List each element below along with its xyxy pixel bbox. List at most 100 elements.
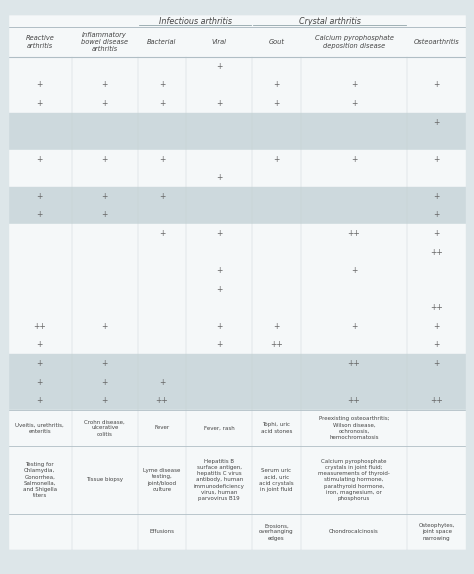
Bar — [8, 113, 466, 131]
Text: Osteophytes,
joint space
narrowing: Osteophytes, joint space narrowing — [419, 523, 455, 541]
Text: +: + — [36, 396, 43, 405]
Text: ++: ++ — [430, 396, 443, 405]
Text: ++: ++ — [430, 247, 443, 257]
Text: +: + — [434, 192, 440, 201]
Text: +: + — [273, 154, 280, 164]
Bar — [8, 57, 466, 76]
Text: Crohn disease,
ulcerative
colitis: Crohn disease, ulcerative colitis — [84, 419, 125, 437]
Text: Testing for
Chlamydia,
Gonorrhea,
Salmonella,
and Shigella
titers: Testing for Chlamydia, Gonorrhea, Salmon… — [23, 462, 57, 498]
Bar — [0, 0, 8, 574]
Text: +: + — [351, 322, 357, 331]
Text: +: + — [273, 99, 280, 108]
Text: Uveitis, urethritis,
enteritis: Uveitis, urethritis, enteritis — [16, 422, 64, 433]
Text: Tissue biopsy: Tissue biopsy — [86, 478, 123, 483]
Text: +: + — [101, 192, 108, 201]
Text: +: + — [159, 154, 165, 164]
Text: +: + — [273, 80, 280, 90]
Bar — [8, 391, 466, 410]
Text: +: + — [101, 80, 108, 90]
Bar — [8, 150, 466, 169]
Text: ++: ++ — [347, 229, 360, 238]
Bar — [8, 280, 466, 298]
Bar — [8, 261, 466, 280]
Text: Crystal arthritis: Crystal arthritis — [299, 17, 361, 26]
Text: ++: ++ — [347, 359, 360, 368]
Text: Fever, rash: Fever, rash — [204, 425, 235, 430]
Bar — [8, 224, 466, 243]
Text: +: + — [351, 99, 357, 108]
Text: +: + — [36, 340, 43, 350]
Text: +: + — [101, 396, 108, 405]
Text: ++: ++ — [430, 303, 443, 312]
Text: Calcium pyrophosphate
crystals in joint fluid;
measurements of thyroid-
stimulat: Calcium pyrophosphate crystals in joint … — [318, 459, 390, 501]
Text: +: + — [216, 99, 222, 108]
Text: +: + — [101, 99, 108, 108]
Text: +: + — [159, 229, 165, 238]
Text: +: + — [434, 80, 440, 90]
Text: Infectious arthritis: Infectious arthritis — [158, 17, 231, 26]
Text: +: + — [101, 378, 108, 387]
Text: Hepatitis B
surface antigen,
hepatitis C virus
antibody, human
immunodeficiency
: Hepatitis B surface antigen, hepatitis C… — [194, 459, 245, 501]
Bar — [8, 373, 466, 391]
Bar — [8, 354, 466, 373]
Bar — [8, 410, 466, 446]
Text: +: + — [434, 154, 440, 164]
Text: +: + — [434, 340, 440, 350]
Text: +: + — [216, 322, 222, 331]
Bar — [8, 317, 466, 336]
Bar — [8, 14, 466, 27]
Text: +: + — [159, 99, 165, 108]
Text: Reactive
arthritis: Reactive arthritis — [26, 36, 54, 49]
Text: +: + — [36, 378, 43, 387]
Text: Bacterial: Bacterial — [147, 39, 177, 45]
Bar — [8, 205, 466, 224]
Text: +: + — [351, 266, 357, 275]
Bar — [8, 131, 466, 150]
Text: +: + — [216, 62, 222, 71]
Text: +: + — [101, 154, 108, 164]
Text: +: + — [101, 359, 108, 368]
Text: +: + — [36, 80, 43, 90]
Bar — [466, 0, 474, 574]
Bar — [8, 76, 466, 94]
Bar — [0, 0, 474, 14]
Text: +: + — [36, 99, 43, 108]
Text: +: + — [216, 266, 222, 275]
Bar — [8, 446, 466, 514]
Text: +: + — [101, 322, 108, 331]
Bar — [8, 187, 466, 205]
Text: +: + — [434, 229, 440, 238]
Text: Lyme disease
testing,
joint/blood
culture: Lyme disease testing, joint/blood cultur… — [143, 468, 181, 492]
Text: +: + — [36, 192, 43, 201]
Text: ++: ++ — [34, 322, 46, 331]
Text: +: + — [434, 211, 440, 219]
Text: ++: ++ — [347, 396, 360, 405]
Bar — [8, 514, 466, 550]
Text: Tophi, uric
acid stones: Tophi, uric acid stones — [261, 422, 292, 433]
Text: +: + — [36, 359, 43, 368]
Text: +: + — [36, 154, 43, 164]
Text: +: + — [216, 173, 222, 183]
Text: +: + — [36, 211, 43, 219]
Bar — [0, 550, 474, 574]
Text: Erosions,
overhanging
edges: Erosions, overhanging edges — [259, 523, 294, 541]
Text: +: + — [159, 378, 165, 387]
Text: +: + — [434, 118, 440, 126]
Bar — [8, 94, 466, 113]
Text: ++: ++ — [155, 396, 168, 405]
Text: +: + — [159, 80, 165, 90]
Bar — [8, 298, 466, 317]
Text: +: + — [351, 80, 357, 90]
Text: Calcium pyrophosphate
deposition disease: Calcium pyrophosphate deposition disease — [315, 35, 393, 49]
Text: +: + — [101, 211, 108, 219]
Text: +: + — [159, 192, 165, 201]
Bar — [8, 243, 466, 261]
Text: +: + — [351, 154, 357, 164]
Text: +: + — [216, 340, 222, 350]
Text: Fever: Fever — [155, 425, 170, 430]
Text: Effusions: Effusions — [149, 529, 174, 534]
Bar — [8, 336, 466, 354]
Text: +: + — [216, 229, 222, 238]
Text: Serum uric
acid, uric
acid crystals
in joint fluid: Serum uric acid, uric acid crystals in j… — [259, 468, 294, 492]
Text: +: + — [434, 322, 440, 331]
